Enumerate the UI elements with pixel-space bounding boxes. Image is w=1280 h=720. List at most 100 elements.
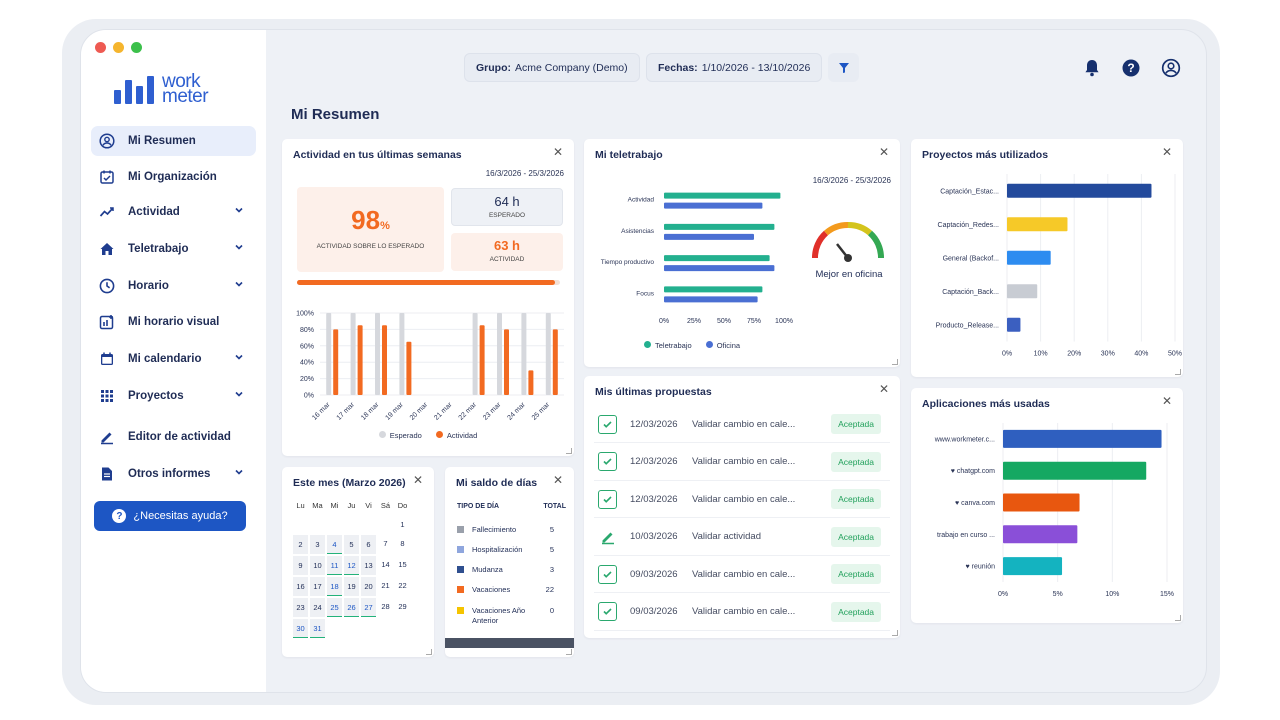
calendar-day[interactable]: 11 (327, 556, 342, 575)
window-minimize-dot[interactable] (113, 42, 124, 53)
date-range-selector[interactable]: Fechas: 1/10/2026 - 13/10/2026 (646, 53, 823, 82)
sidebar-item-label: Mi horario visual (128, 316, 220, 328)
close-icon[interactable]: ✕ (552, 473, 563, 487)
bar (1003, 461, 1147, 480)
chevron-down-icon[interactable] (234, 279, 244, 289)
sidebar-item-actividad[interactable]: Actividad (91, 197, 256, 227)
calendar-day[interactable]: 6 (361, 535, 376, 554)
calendar-day[interactable]: 30 (293, 619, 308, 638)
calendar-day[interactable]: 13 (361, 556, 376, 575)
calendar-day[interactable]: 8 (400, 539, 405, 548)
resize-handle[interactable] (426, 649, 432, 655)
sidebar-item-proyectos[interactable]: Proyectos (91, 381, 256, 411)
calendar-day[interactable]: 2 (293, 535, 308, 554)
close-icon[interactable]: ✕ (878, 145, 889, 159)
close-icon[interactable]: ✕ (878, 382, 889, 396)
saldo-label: Vacaciones Año Anterior (472, 606, 526, 625)
proposal-row[interactable]: 12/03/2026 Validar cambio en cale... Acept… (594, 406, 890, 443)
calendar-day[interactable]: 3 (310, 535, 325, 554)
resize-handle[interactable] (892, 630, 898, 636)
resize-handle[interactable] (1175, 615, 1181, 621)
weekday-header: Ma (312, 501, 323, 510)
calendar-day[interactable]: 26 (344, 598, 359, 617)
chevron-down-icon[interactable] (234, 389, 244, 399)
activity-progress-fill (297, 280, 555, 285)
chevron-down-icon[interactable] (234, 352, 244, 362)
calendar-day[interactable]: 31 (310, 619, 325, 638)
proposal-row[interactable]: 12/03/2026 Validar cambio en cale... Acept… (594, 481, 890, 518)
resize-handle[interactable] (1175, 369, 1181, 375)
bar-esperado (375, 313, 380, 395)
calendar-day[interactable]: 9 (293, 556, 308, 575)
close-icon[interactable]: ✕ (1161, 394, 1172, 408)
calendar-day[interactable]: 17 (310, 577, 325, 596)
bar-esperado (326, 313, 332, 395)
chevron-down-icon[interactable] (234, 205, 244, 215)
calendar-day[interactable]: 14 (381, 560, 390, 569)
proposal-row[interactable]: 09/03/2026 Validar cambio en cale... Acept… (594, 556, 890, 593)
saldo-scrollbar[interactable] (445, 638, 574, 648)
close-icon[interactable]: ✕ (1161, 145, 1172, 159)
sidebar-item-editor-de-actividad[interactable]: Editor de actividad (91, 422, 256, 452)
proposal-row[interactable]: 12/03/2026 Validar cambio en cale... Acept… (594, 444, 890, 481)
calendar-day[interactable]: 25 (327, 598, 342, 617)
bar-esperado (350, 313, 356, 395)
expected-caption: ESPERADO (488, 212, 526, 219)
calendar-empty-cell (292, 515, 309, 534)
actual-caption: ACTIVIDAD (489, 256, 525, 263)
filter-button[interactable] (828, 53, 859, 82)
calendar-day[interactable]: 16 (293, 577, 308, 596)
sidebar-item-horario[interactable]: Horario (91, 271, 256, 301)
calendar-day[interactable]: 7 (383, 539, 388, 548)
proposal-row[interactable]: 10/03/2026 Validar actividad Aceptada (594, 519, 890, 556)
calendar-day[interactable]: 22 (398, 581, 407, 590)
x-tick-label: 19 mar (384, 401, 405, 422)
help-circle-icon[interactable]: ? (1121, 58, 1141, 78)
bell-icon[interactable] (1082, 58, 1102, 78)
window-close-dot[interactable] (95, 42, 106, 53)
calendar-day[interactable]: 1 (400, 520, 405, 529)
projects-card: Proyectos más utilizados ✕ 0% 10% 20% 30% 40… (911, 139, 1183, 377)
saldo-label: Vacaciones (472, 585, 511, 594)
calendar-day[interactable]: 28 (381, 602, 390, 611)
sidebar-item-mi-calendario[interactable]: Mi calendario (91, 344, 256, 374)
sidebar-item-mi-horario-visual[interactable]: Mi horario visual (91, 307, 256, 337)
calendar-day[interactable]: 5 (344, 535, 359, 554)
close-icon[interactable]: ✕ (412, 473, 423, 487)
calendar-day[interactable]: 21 (381, 581, 390, 590)
calendar-card-title: Este mes (Marzo 2026) (293, 477, 406, 489)
calendar-day[interactable]: 29 (398, 602, 407, 611)
sidebar-item-mi-resumen[interactable]: Mi Resumen (91, 126, 256, 156)
chevron-down-icon[interactable] (234, 242, 244, 252)
calendar-day[interactable]: 15 (398, 560, 407, 569)
resize-handle[interactable] (566, 448, 572, 454)
chevron-down-icon[interactable] (234, 467, 244, 477)
saldo-row: Vacaciones Año Anterior 0 (457, 606, 562, 626)
calendar-day[interactable]: 27 (361, 598, 376, 617)
calendar-day[interactable]: 20 (361, 577, 376, 596)
workmeter-logo[interactable]: work meter (114, 72, 209, 106)
window-maximize-dot[interactable] (131, 42, 142, 53)
sidebar-item-mi-organizacion[interactable]: Mi Organización (91, 162, 256, 192)
help-button[interactable]: ? ¿Necesitas ayuda? (94, 501, 246, 531)
resize-handle[interactable] (566, 649, 572, 655)
close-icon[interactable]: ✕ (552, 145, 563, 159)
calendar-day[interactable]: 23 (293, 598, 308, 617)
proposal-date: 12/03/2026 (630, 456, 678, 467)
calendar-day[interactable]: 18 (327, 577, 342, 596)
saldo-swatch (457, 607, 464, 614)
proposal-row[interactable]: 09/03/2026 Validar cambio en cale... Acept… (594, 594, 890, 631)
weekday-header: Ju (347, 501, 356, 510)
calendar-day[interactable]: 10 (310, 556, 325, 575)
calendar-day[interactable]: 4 (327, 535, 342, 554)
y-category-label: General (Backof... (943, 255, 999, 262)
group-selector[interactable]: Grupo: Acme Company (Demo) (464, 53, 640, 82)
sidebar-item-teletrabajo[interactable]: Teletrabajo (91, 234, 256, 264)
calendar-day[interactable]: 24 (310, 598, 325, 617)
user-icon[interactable] (1161, 58, 1181, 78)
calendar-day[interactable]: 12 (344, 556, 359, 575)
resize-handle[interactable] (892, 359, 898, 365)
calendar-day[interactable]: 19 (344, 577, 359, 596)
weekday-header: Vi (365, 501, 372, 510)
sidebar-item-otros-informes[interactable]: Otros informes (91, 459, 256, 489)
